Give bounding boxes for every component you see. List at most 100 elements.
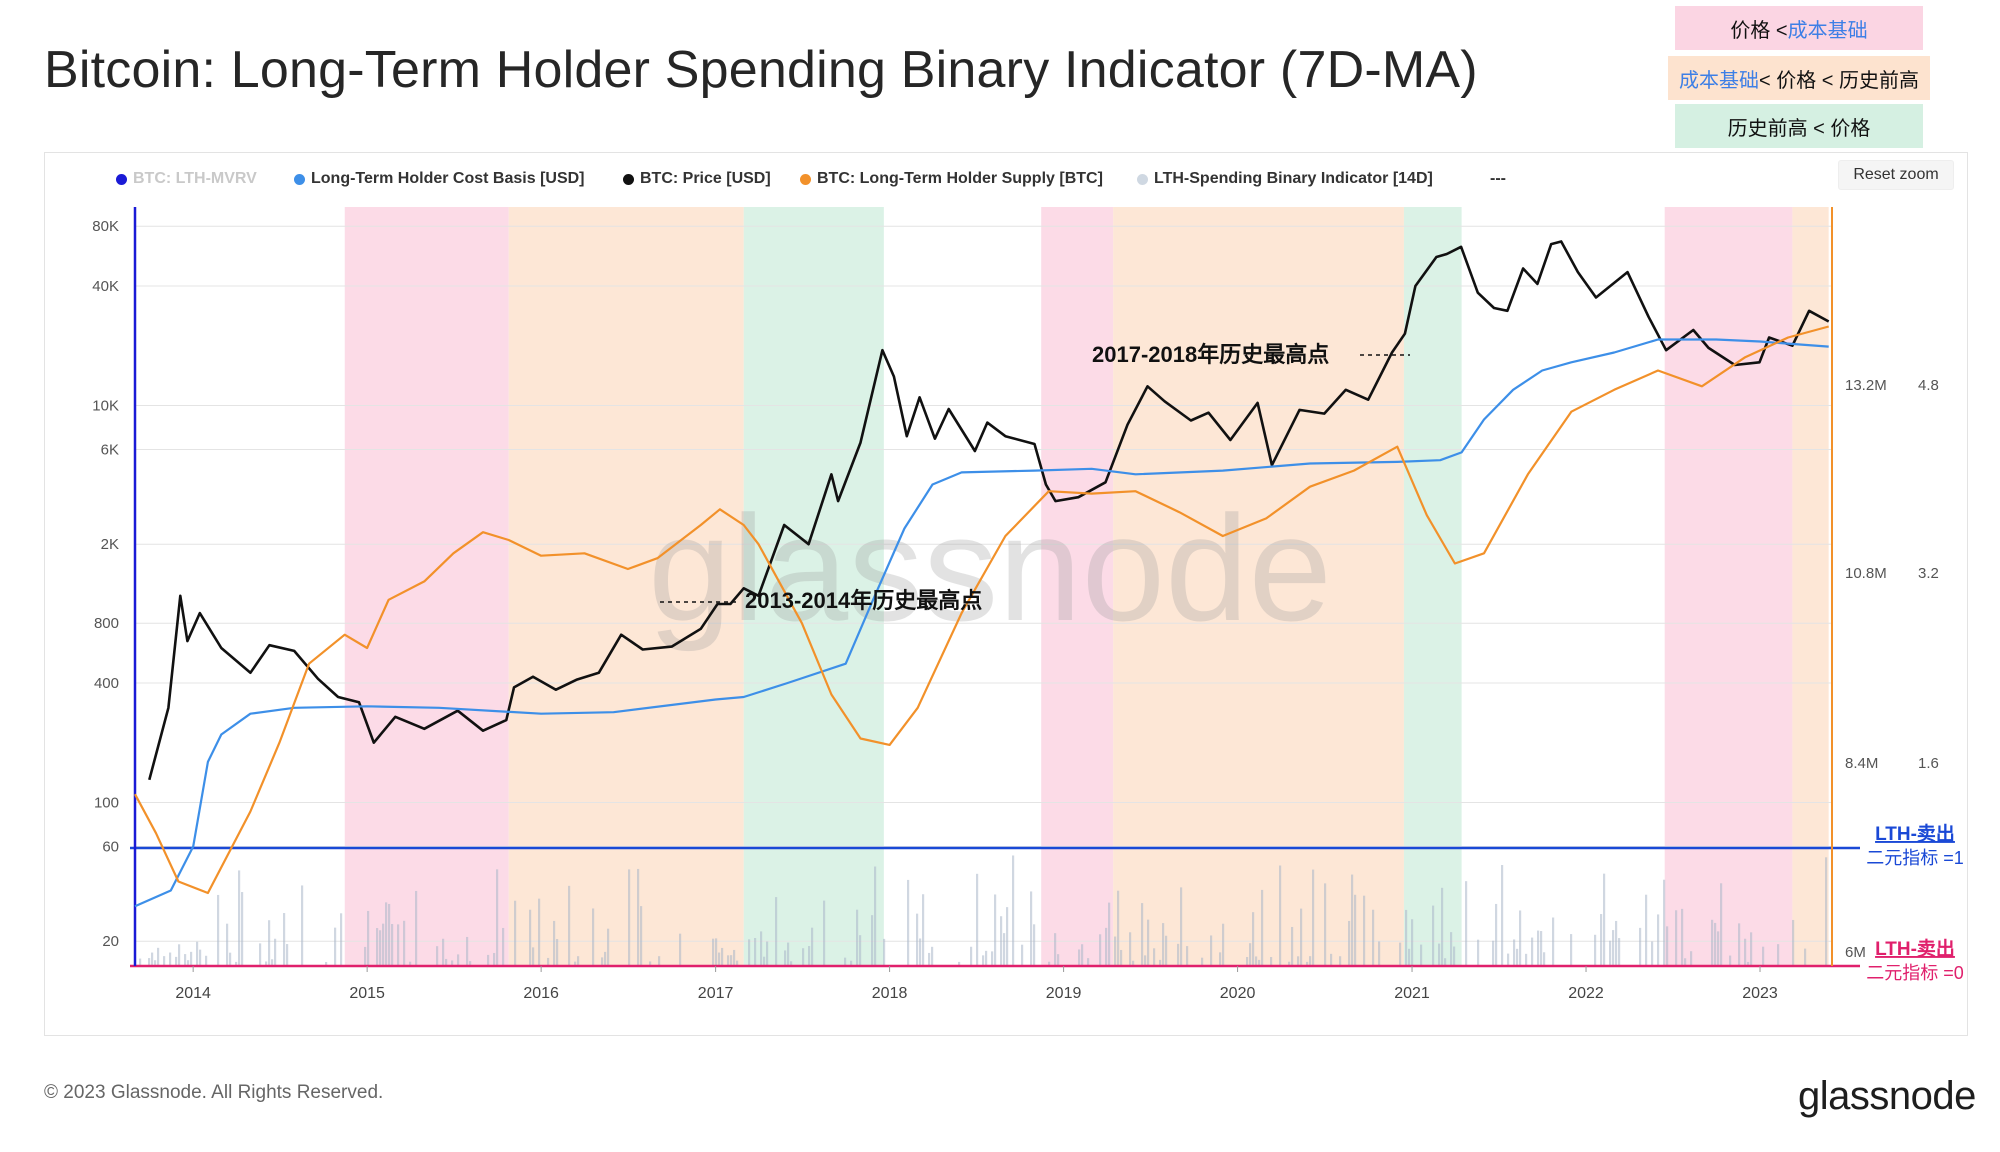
indicator-bar [763, 956, 766, 966]
key-price-below-cost-basis: 价格 < 成本基础 [1675, 6, 1923, 50]
indicator-bar [241, 892, 244, 966]
indicator-bar [1210, 935, 1213, 966]
legend-item-price[interactable]: BTC: Price [USD] [623, 168, 771, 190]
x-tick-label: 2014 [175, 985, 211, 1002]
indicator-bar [1219, 952, 1222, 966]
indicator-bar [856, 909, 859, 966]
indicator-bar [1441, 887, 1444, 966]
indicator-bar [1603, 873, 1606, 966]
indicator-bar [445, 958, 448, 966]
legend-label: BTC: LTH-MVRV [133, 170, 257, 187]
legend-item-lth-mvrv[interactable]: BTC: LTH-MVRV [116, 168, 257, 190]
chart-frame [44, 152, 1968, 1036]
indicator-bar [397, 924, 400, 966]
indicator-bar [532, 947, 535, 966]
indicator-bar [1612, 930, 1615, 966]
region-band [344, 207, 509, 966]
indicator-bar [721, 947, 724, 966]
indicator-bar [1717, 931, 1720, 966]
indicator-bar [1132, 960, 1135, 966]
y-left-tick-label: 20 [102, 933, 119, 950]
legend-label: --- [1490, 170, 1506, 187]
indicator-bar [1291, 926, 1294, 966]
indicator-bar [367, 910, 370, 966]
indicator-bar [1309, 956, 1312, 966]
legend-label: BTC: Price [USD] [640, 170, 771, 187]
indicator-bar [1270, 957, 1273, 966]
legend-item-binary-indicator[interactable]: LTH-Spending Binary Indicator [14D] [1137, 168, 1433, 190]
y-left-tick-label: 800 [94, 615, 119, 632]
indicator-bar [1411, 919, 1414, 966]
indicator-bar [811, 927, 814, 966]
indicator-bar [1378, 941, 1381, 966]
legend-item-extra[interactable]: --- [1490, 168, 1506, 190]
indicator-bar [163, 956, 166, 966]
indicator-bar [715, 938, 718, 966]
indicator-bar [271, 959, 274, 966]
annotation-2014-ath: 2013-2014年历史最高点 [745, 588, 982, 613]
indicator-bar [1000, 916, 1003, 966]
indicator-bar [991, 951, 994, 966]
copyright: © 2023 Glassnode. All Rights Reserved. [44, 1082, 384, 1103]
y-left-tick-label: 6K [101, 442, 119, 459]
indicator-bar [574, 961, 577, 966]
indicator-bar [1255, 956, 1258, 966]
indicator-bar [1006, 907, 1009, 966]
indicator-bar [403, 920, 406, 966]
indicator-bar [451, 960, 454, 966]
indicator-bar [1147, 919, 1150, 966]
key-row1-right: 成本基础 [1787, 19, 1868, 42]
indicator-bar [808, 946, 811, 966]
y-right-mvrv-tick-label: 4.8 [1918, 377, 1939, 394]
indicator-bar [1750, 932, 1753, 966]
indicator-bar [958, 961, 961, 966]
legend-label: LTH-Spending Binary Indicator [14D] [1154, 170, 1433, 187]
indicator-bar [1420, 944, 1423, 966]
x-tick-label: 2017 [698, 985, 734, 1002]
indicator-bar [184, 954, 187, 966]
indicator-bar [226, 923, 229, 966]
legend-item-lth-supply[interactable]: BTC: Long-Term Holder Supply [BTC] [800, 168, 1103, 190]
y-right-supply-tick-label: 10.8M [1845, 565, 1887, 582]
indicator-bar [994, 894, 997, 966]
indicator-bar [640, 906, 643, 966]
indicator-bar [259, 943, 262, 966]
region-band [1792, 207, 1829, 966]
legend-label: Long-Term Holder Cost Basis [USD] [311, 170, 585, 187]
indicator-bar [379, 930, 382, 966]
indicator-bar [199, 949, 202, 966]
indicator-bar [907, 879, 910, 966]
indicator-bar [748, 939, 751, 966]
indicator-bar [1054, 933, 1057, 966]
indicator-bar [760, 931, 763, 966]
y-right-mvrv-tick-label: 3.2 [1918, 565, 1939, 582]
lth-sell-zero-label: LTH-卖出 [1875, 937, 1955, 960]
indicator-bar [1372, 909, 1375, 966]
key-row1-left: 价格 < [1730, 19, 1788, 42]
region-band [1041, 207, 1114, 966]
legend-item-cost-basis[interactable]: Long-Term Holder Cost Basis [USD] [294, 168, 585, 190]
indicator-bar [775, 897, 778, 966]
indicator-bar [1501, 865, 1504, 966]
indicator-bar [736, 960, 739, 966]
reset-zoom-button[interactable]: Reset zoom [1838, 160, 1954, 190]
x-tick-label: 2015 [349, 985, 385, 1002]
indicator-bar [919, 938, 922, 966]
indicator-bar [1021, 944, 1024, 966]
indicator-bar [568, 885, 571, 966]
indicator-bar [1519, 910, 1522, 966]
indicator-bar [1711, 919, 1714, 966]
indicator-bar [679, 933, 682, 966]
indicator-bar [1681, 908, 1684, 966]
indicator-bar [1513, 939, 1516, 966]
indicator-bar [1495, 903, 1498, 966]
indicator-bar [169, 952, 172, 966]
page-title: Bitcoin: Long-Term Holder Spending Binar… [44, 41, 1478, 99]
key-price-above-ath: 历史前高 < 价格 [1675, 104, 1923, 148]
indicator-bar [205, 955, 208, 966]
indicator-bar [982, 955, 985, 966]
y-left-tick-label: 2K [101, 536, 119, 553]
indicator-bar [442, 938, 445, 966]
indicator-bar [1030, 891, 1033, 966]
region-band [1113, 207, 1404, 966]
